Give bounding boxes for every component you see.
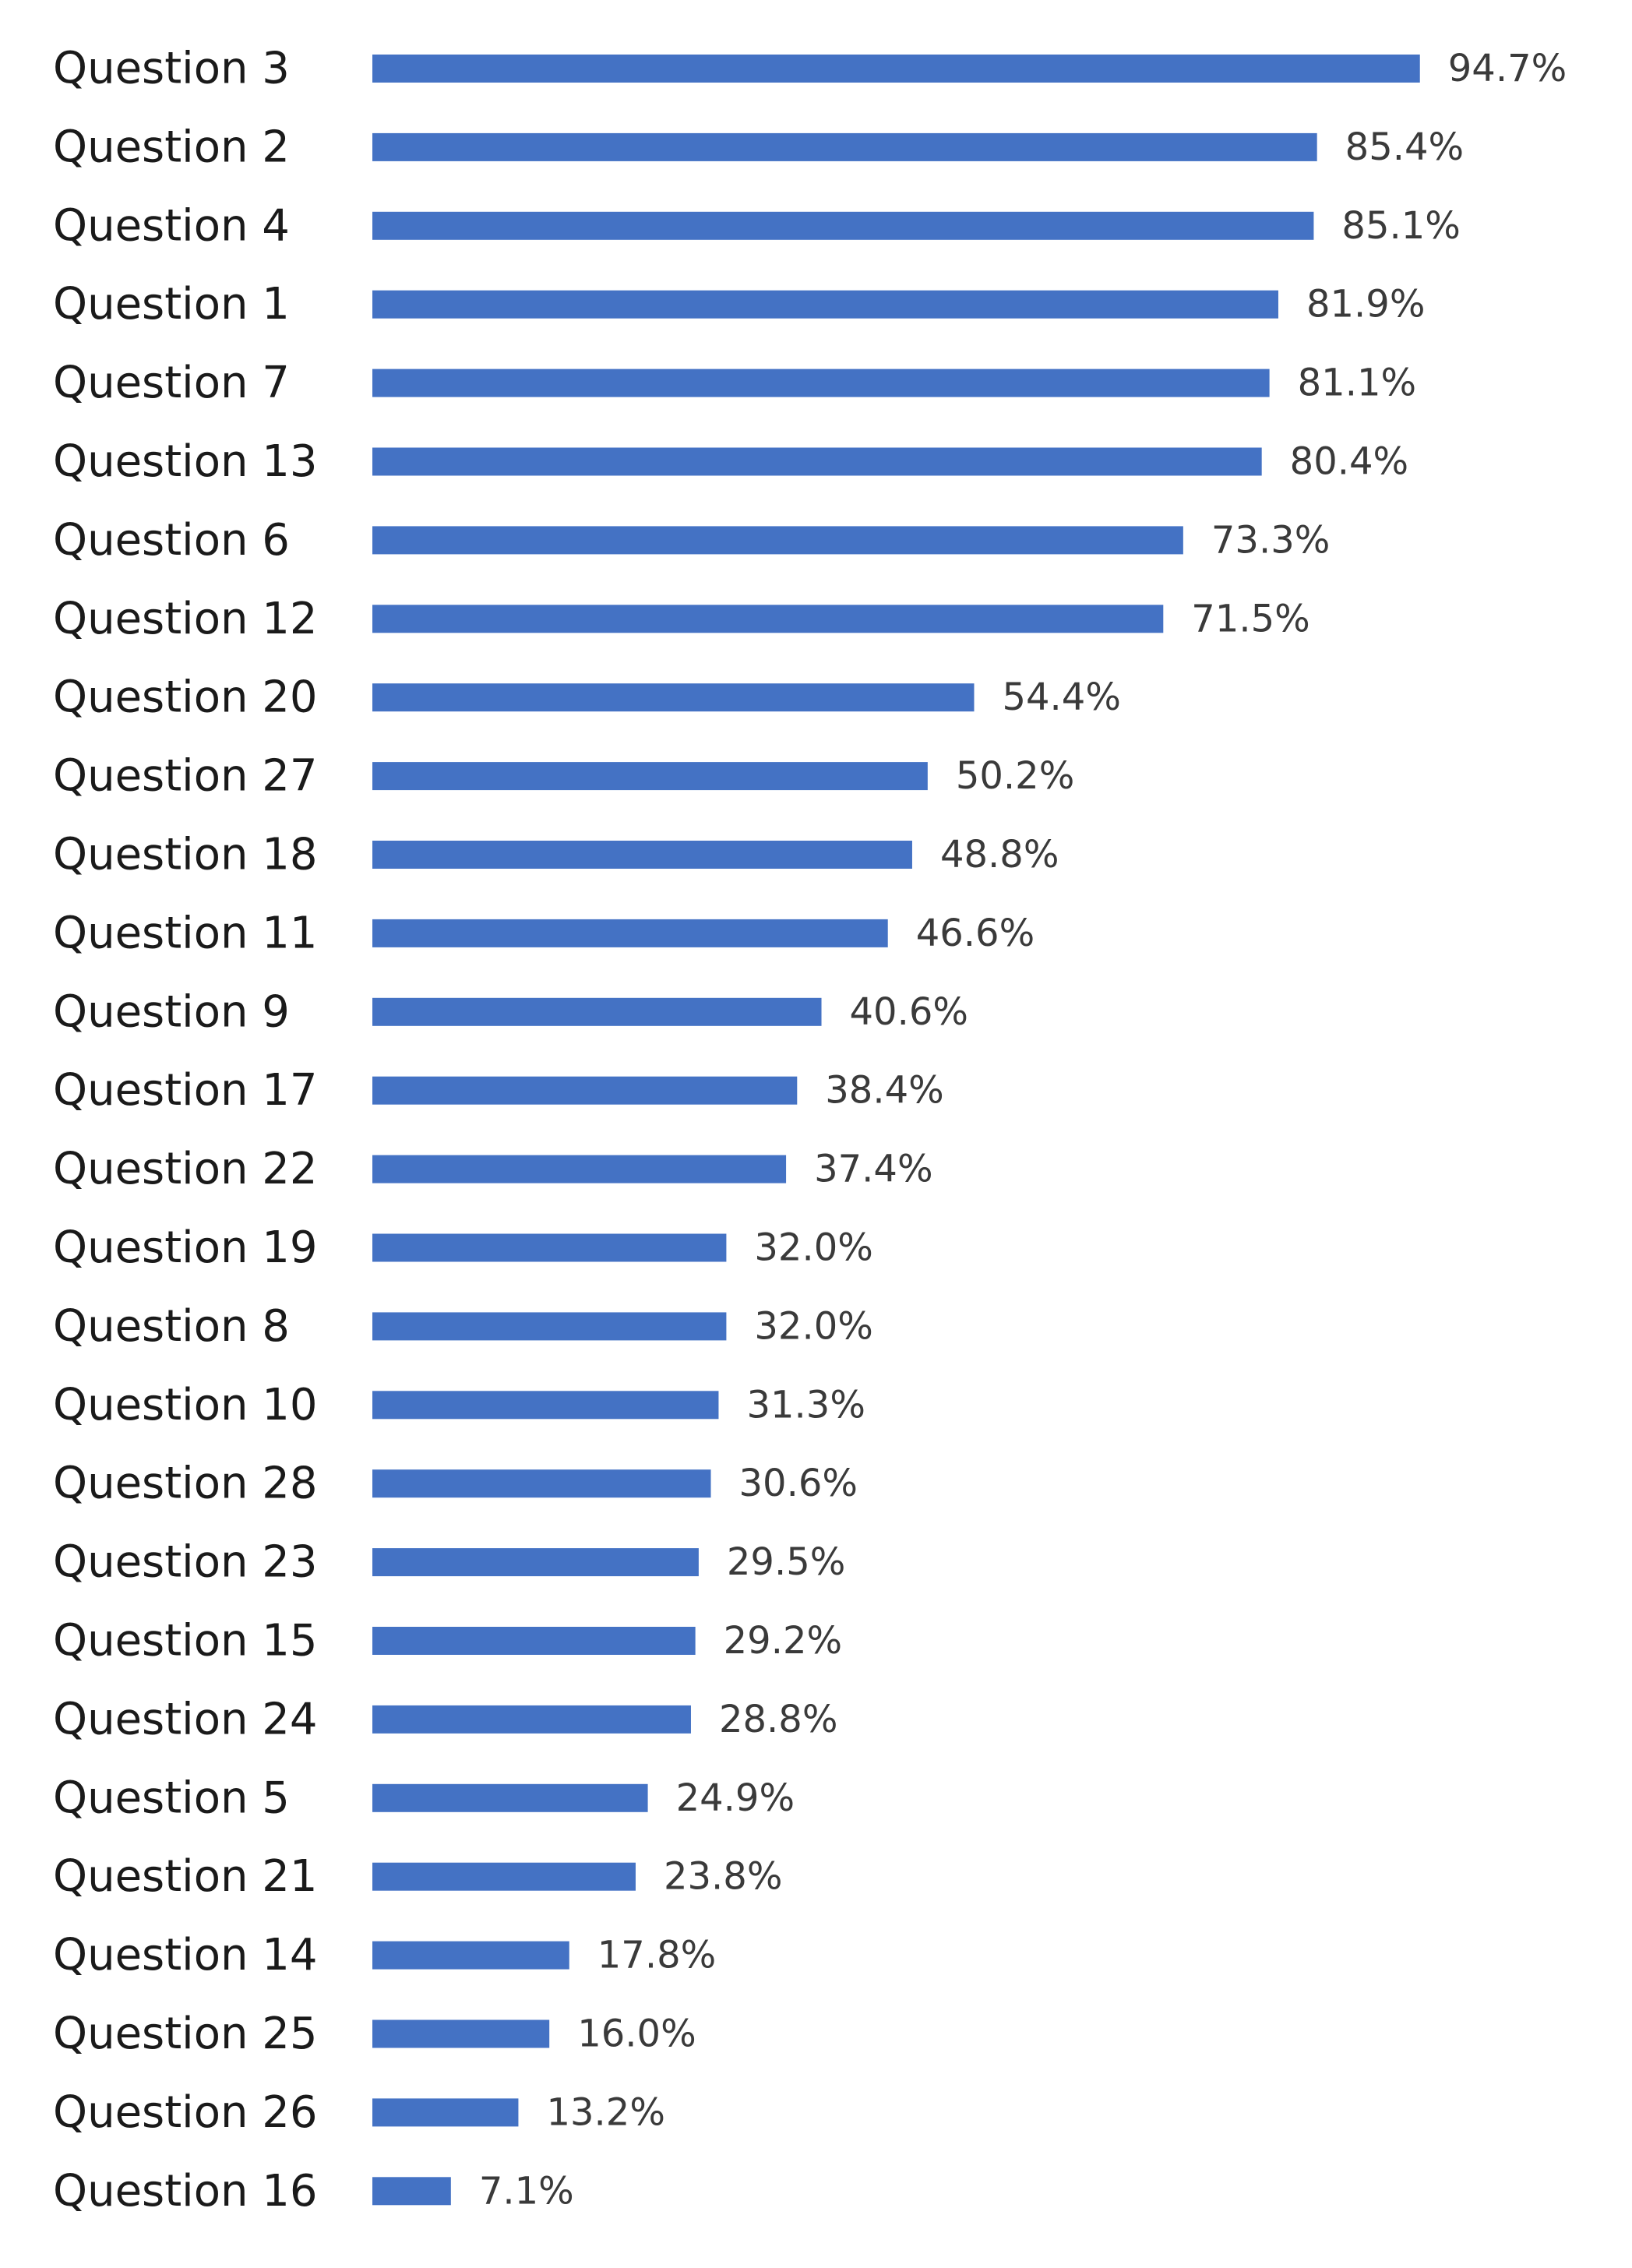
bar bbox=[372, 2019, 550, 2048]
bars-layer: Question 3 94.7% Question 2 85.4% Question 4… bbox=[53, 44, 1567, 2217]
bar bbox=[372, 132, 1317, 161]
bar bbox=[372, 1705, 691, 1734]
category-label: Question 22 bbox=[53, 1144, 318, 1194]
data-label: 7.1% bbox=[479, 2169, 574, 2213]
bar bbox=[372, 369, 1270, 397]
data-label: 94.7% bbox=[1448, 47, 1567, 90]
category-label: Question 9 bbox=[53, 986, 290, 1037]
bar bbox=[372, 55, 1420, 83]
data-label: 24.9% bbox=[676, 1776, 795, 1820]
bar bbox=[372, 447, 1262, 476]
data-label: 46.6% bbox=[916, 912, 1035, 955]
data-label: 23.8% bbox=[664, 1855, 782, 1899]
data-label: 85.4% bbox=[1345, 125, 1464, 169]
category-label: Question 17 bbox=[53, 1065, 318, 1116]
category-label: Question 23 bbox=[53, 1537, 318, 1588]
bar bbox=[372, 683, 975, 712]
category-label: Question 28 bbox=[53, 1459, 318, 1509]
category-label: Question 16 bbox=[53, 2166, 318, 2217]
bar bbox=[372, 1155, 787, 1183]
bar bbox=[372, 2177, 451, 2206]
data-label: 71.5% bbox=[1191, 597, 1309, 640]
data-label: 73.3% bbox=[1211, 518, 1330, 562]
category-label: Question 3 bbox=[53, 44, 290, 94]
data-label: 32.0% bbox=[754, 1304, 872, 1348]
category-label: Question 14 bbox=[53, 1930, 318, 1981]
category-label: Question 24 bbox=[53, 1694, 318, 1744]
category-label: Question 8 bbox=[53, 1301, 290, 1352]
data-label: 28.8% bbox=[719, 1698, 837, 1741]
category-label: Question 18 bbox=[53, 830, 318, 880]
category-label: Question 10 bbox=[53, 1380, 318, 1430]
category-label: Question 20 bbox=[53, 672, 318, 723]
data-label: 30.6% bbox=[739, 1462, 858, 1505]
category-label: Question 27 bbox=[53, 751, 318, 802]
data-label: 85.1% bbox=[1341, 204, 1460, 248]
data-label: 80.4% bbox=[1290, 440, 1408, 484]
bar bbox=[372, 2098, 519, 2127]
bar bbox=[372, 211, 1314, 240]
data-label: 40.6% bbox=[850, 990, 968, 1034]
data-label: 16.0% bbox=[577, 2012, 696, 2056]
category-label: Question 19 bbox=[53, 1222, 318, 1273]
data-label: 38.4% bbox=[825, 1069, 943, 1113]
category-label: Question 7 bbox=[53, 358, 290, 408]
bar bbox=[372, 1076, 798, 1105]
bar bbox=[372, 762, 928, 791]
bar bbox=[372, 1941, 569, 1970]
data-label: 32.0% bbox=[754, 1226, 872, 1270]
bar bbox=[372, 1862, 636, 1891]
category-label: Question 1 bbox=[53, 279, 290, 330]
category-label: Question 6 bbox=[53, 515, 290, 566]
data-label: 29.2% bbox=[724, 1619, 842, 1663]
data-label: 54.4% bbox=[1002, 675, 1120, 719]
category-label: Question 26 bbox=[53, 2087, 318, 2138]
category-label: Question 13 bbox=[53, 436, 318, 487]
bar bbox=[372, 290, 1278, 319]
category-label: Question 2 bbox=[53, 122, 290, 172]
bar bbox=[372, 919, 888, 947]
bar bbox=[372, 1627, 696, 1655]
category-label: Question 21 bbox=[53, 1851, 318, 1902]
data-label: 13.2% bbox=[546, 2090, 664, 2134]
category-label: Question 11 bbox=[53, 908, 318, 958]
bar bbox=[372, 1548, 699, 1577]
data-label: 31.3% bbox=[746, 1383, 865, 1427]
data-label: 50.2% bbox=[956, 754, 1074, 798]
category-label: Question 25 bbox=[53, 2009, 318, 2059]
bar bbox=[372, 1469, 711, 1498]
data-label: 17.8% bbox=[597, 1934, 716, 1977]
data-label: 81.1% bbox=[1298, 362, 1416, 405]
bar bbox=[372, 841, 912, 869]
category-label: Question 15 bbox=[53, 1616, 318, 1667]
bar bbox=[372, 1783, 648, 1812]
bar bbox=[372, 1233, 727, 1262]
data-label: 37.4% bbox=[814, 1148, 932, 1191]
data-label: 29.5% bbox=[727, 1540, 845, 1584]
category-label: Question 12 bbox=[53, 594, 318, 644]
data-label: 48.8% bbox=[940, 833, 1059, 877]
bar bbox=[372, 526, 1183, 555]
category-label: Question 5 bbox=[53, 1772, 290, 1823]
bar bbox=[372, 605, 1164, 633]
bar bbox=[372, 997, 822, 1026]
category-label: Question 4 bbox=[53, 200, 290, 251]
bar bbox=[372, 1391, 719, 1420]
data-label: 81.9% bbox=[1306, 283, 1425, 326]
bar bbox=[372, 1312, 727, 1341]
